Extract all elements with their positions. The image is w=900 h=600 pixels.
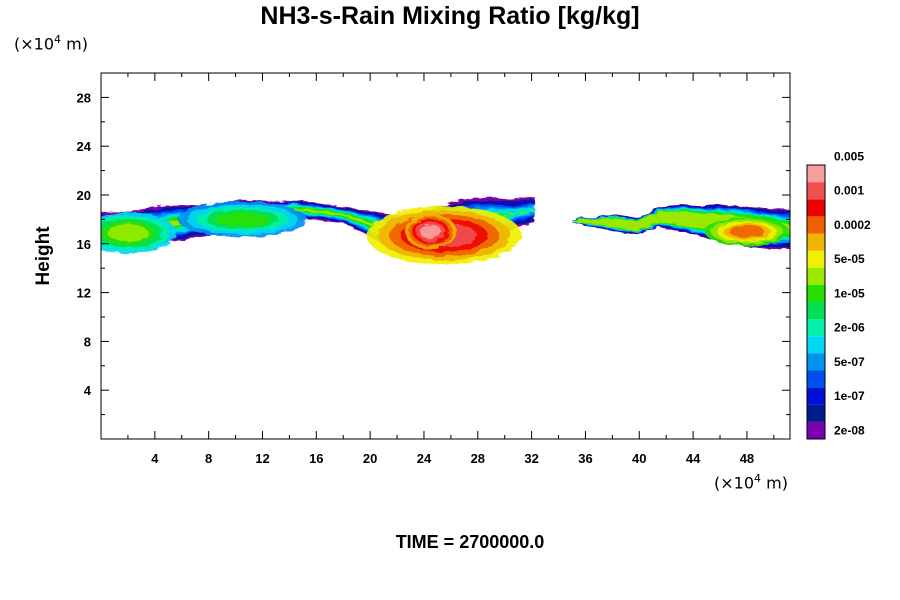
colorbar-swatch	[807, 336, 825, 354]
x-tick-label: 32	[524, 451, 538, 466]
y-tick-label: 12	[77, 286, 91, 301]
x-tick-label: 48	[740, 451, 754, 466]
y-tick-label: 4	[84, 383, 92, 398]
colorbar-swatch	[807, 353, 825, 371]
time-label: TIME = 2700000.0	[395, 532, 545, 552]
colorbar-label: 5e-05	[834, 252, 865, 266]
colorbar-swatch	[807, 421, 825, 439]
colorbar-label: 2e-08	[834, 423, 865, 437]
chart-title: NH3-s-Rain Mixing Ratio [kg/kg]	[260, 2, 640, 30]
contour-hotspot	[107, 224, 149, 242]
colorbar-swatch	[807, 370, 825, 388]
y-axis-unit: (×104 m)	[14, 33, 88, 54]
colorbar-swatch	[807, 387, 825, 405]
contour-hotspot	[729, 225, 765, 238]
colorbar-label: 0.0002	[834, 218, 871, 232]
y-tick-label: 20	[77, 188, 91, 203]
x-tick-label: 44	[686, 451, 701, 466]
colorbar-swatch	[807, 216, 825, 234]
x-tick-label: 12	[255, 451, 269, 466]
contour-hotspot	[215, 212, 270, 227]
contour-hotspot	[419, 224, 442, 239]
x-tick-label: 40	[632, 451, 646, 466]
x-tick-label: 8	[205, 451, 212, 466]
colorbar-swatch	[807, 267, 825, 285]
y-tick-label: 8	[84, 334, 91, 349]
y-tick-label: 28	[77, 90, 91, 105]
colorbar-swatch	[807, 404, 825, 422]
colorbar-label: 2e-06	[834, 321, 865, 335]
colorbar-label: 5e-07	[834, 355, 865, 369]
x-tick-label: 28	[471, 451, 485, 466]
colorbar-swatch	[807, 302, 825, 320]
colorbar-swatch	[807, 165, 825, 183]
colorbar-label: 1e-05	[834, 286, 865, 300]
x-tick-label: 24	[417, 451, 432, 466]
colorbar-label: 1e-07	[834, 389, 865, 403]
hotspot-group	[101, 201, 789, 265]
colorbar-swatch	[807, 233, 825, 251]
y-tick-label: 24	[77, 139, 92, 154]
x-tick-label: 20	[363, 451, 377, 466]
colorbar-swatch	[807, 182, 825, 200]
colorbar-swatch	[807, 199, 825, 217]
plot-frame	[100, 72, 791, 440]
colorbar-swatch	[807, 250, 825, 268]
x-tick-label: 36	[578, 451, 592, 466]
x-axis-unit: (×104 m)	[714, 472, 788, 493]
x-tick-label: 16	[309, 451, 323, 466]
colorbar: 2e-08 1e-07 5e-07 2e-06 1e-05 5e-05 0.0002 0.00…	[806, 149, 871, 440]
colorbar-swatch	[807, 284, 825, 302]
colorbar-frame	[806, 164, 826, 440]
colorbar-label: 0.001	[834, 184, 864, 198]
colorbar-label: 0.005	[834, 149, 864, 163]
x-tick-label: 4	[151, 451, 159, 466]
colorbar-swatch	[807, 319, 825, 337]
heatmap-layer	[101, 197, 790, 265]
y-tick-label: 16	[77, 237, 91, 252]
